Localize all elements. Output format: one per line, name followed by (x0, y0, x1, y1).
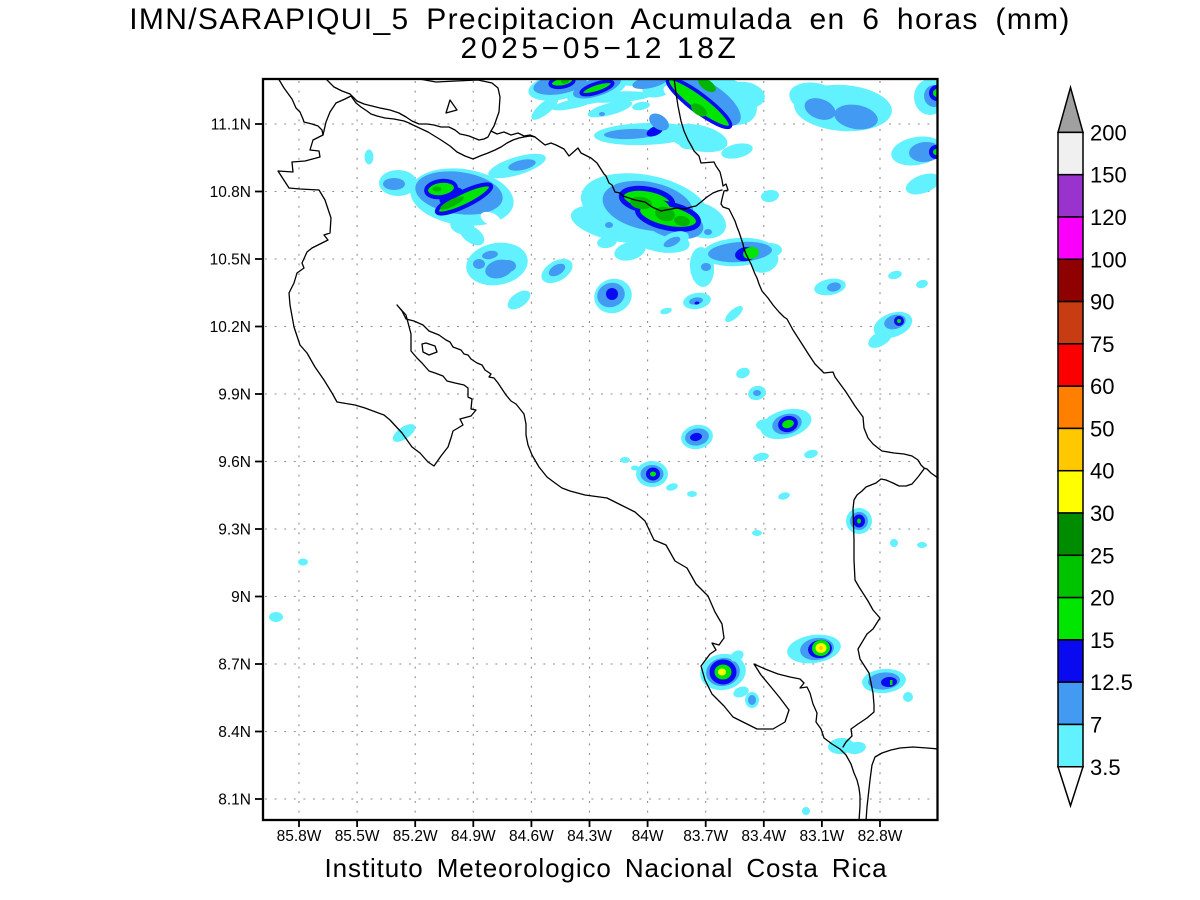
svg-text:8.1N: 8.1N (218, 792, 251, 809)
svg-text:10.8N: 10.8N (210, 184, 251, 201)
svg-text:75: 75 (1090, 332, 1114, 357)
svg-text:60: 60 (1090, 374, 1114, 399)
svg-text:82.8W: 82.8W (858, 828, 903, 845)
svg-text:50: 50 (1090, 416, 1114, 441)
svg-text:84W: 84W (632, 828, 664, 845)
svg-text:85.8W: 85.8W (277, 828, 322, 845)
svg-text:10.2N: 10.2N (210, 319, 251, 336)
svg-text:40: 40 (1090, 459, 1114, 484)
svg-text:84.6W: 84.6W (509, 828, 554, 845)
svg-text:9.3N: 9.3N (218, 522, 251, 539)
svg-text:120: 120 (1090, 205, 1127, 230)
svg-text:100: 100 (1090, 247, 1127, 272)
svg-text:84.3W: 84.3W (567, 828, 612, 845)
svg-text:7: 7 (1090, 712, 1102, 737)
svg-text:150: 150 (1090, 163, 1127, 188)
svg-text:84.9W: 84.9W (451, 828, 496, 845)
svg-text:83.1W: 83.1W (799, 828, 844, 845)
svg-text:25: 25 (1090, 543, 1114, 568)
svg-text:20: 20 (1090, 586, 1114, 611)
svg-text:85.5W: 85.5W (335, 828, 380, 845)
svg-text:10.5N: 10.5N (210, 252, 251, 269)
svg-text:90: 90 (1090, 290, 1114, 315)
svg-text:9.9N: 9.9N (218, 387, 251, 404)
svg-text:83.7W: 83.7W (683, 828, 728, 845)
svg-text:8.7N: 8.7N (218, 657, 251, 674)
svg-text:9N: 9N (231, 589, 251, 606)
svg-text:83.4W: 83.4W (741, 828, 786, 845)
svg-text:85.2W: 85.2W (393, 828, 438, 845)
svg-text:30: 30 (1090, 501, 1114, 526)
svg-text:11.1N: 11.1N (211, 117, 251, 134)
svg-text:12.5: 12.5 (1090, 670, 1133, 695)
svg-text:3.5: 3.5 (1090, 755, 1121, 780)
svg-text:200: 200 (1090, 120, 1127, 145)
svg-text:15: 15 (1090, 628, 1114, 653)
svg-text:8.4N: 8.4N (218, 724, 251, 741)
svg-text:9.6N: 9.6N (218, 454, 251, 471)
